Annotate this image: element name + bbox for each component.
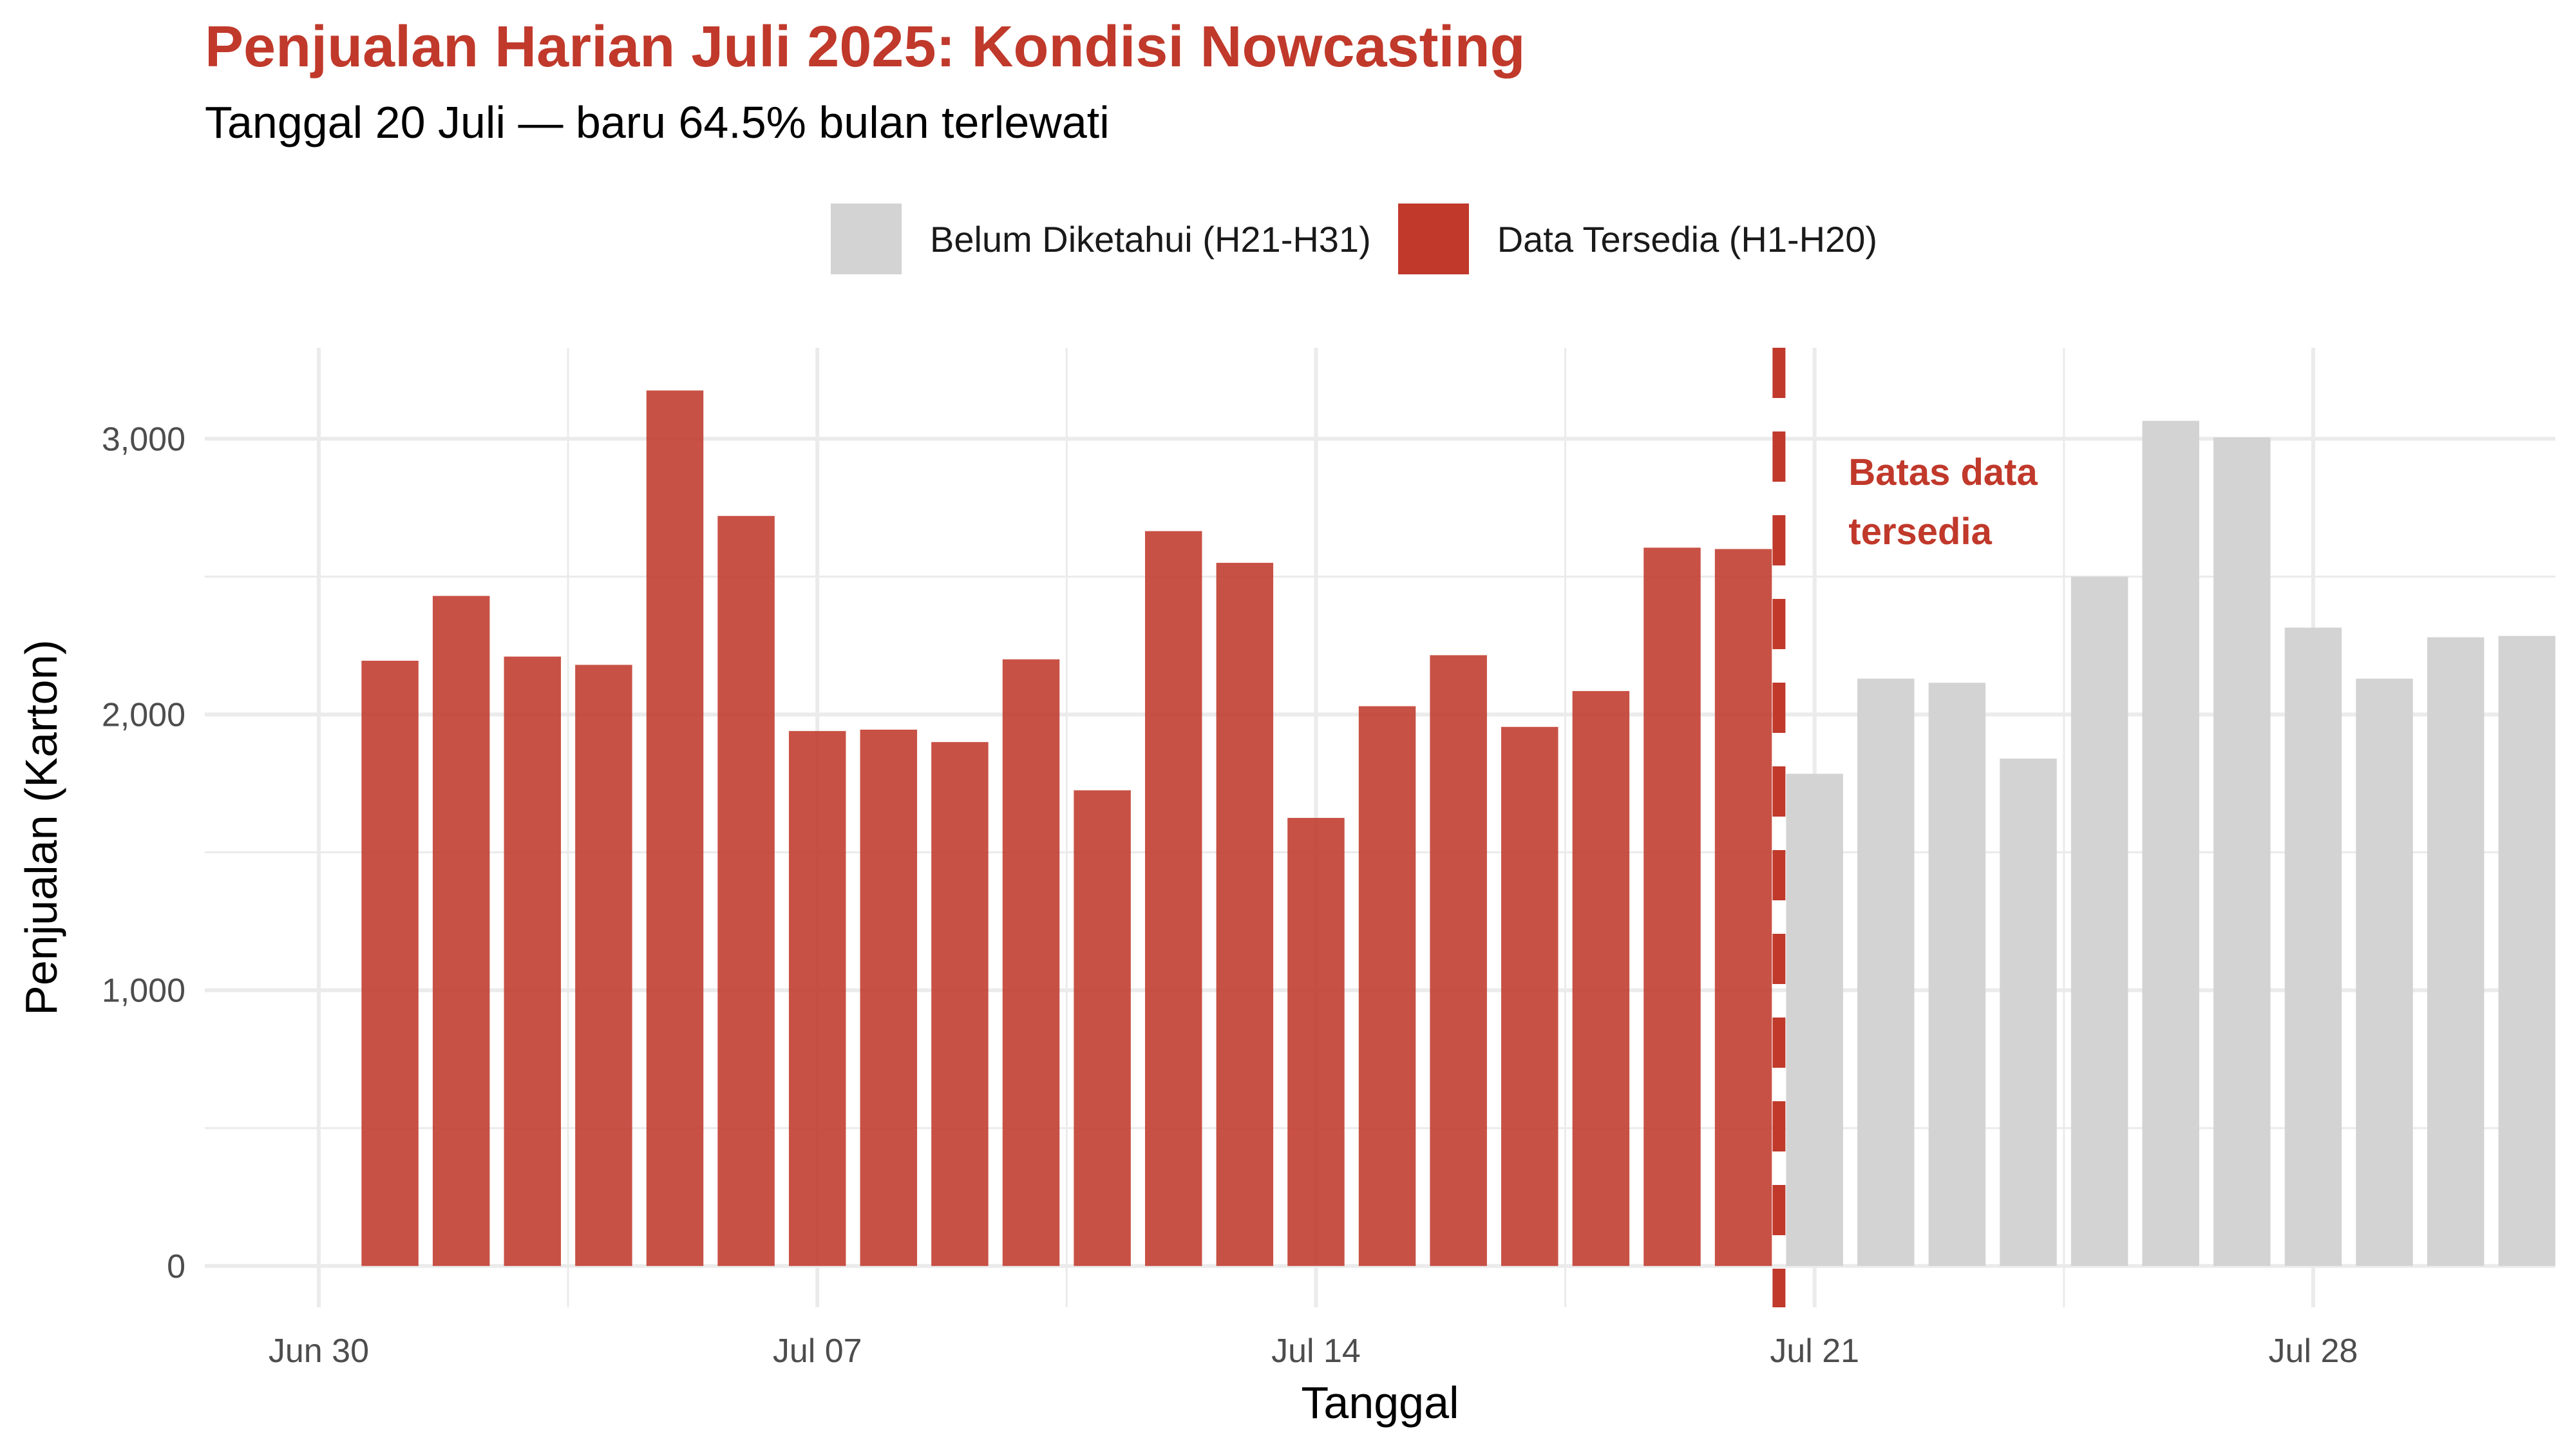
legend-label-unknown: Belum Diketahui (H21-H31) — [930, 218, 1371, 260]
x-axis-title: Tanggal — [1301, 1378, 1459, 1428]
y-tick-label: 1,000 — [102, 972, 185, 1010]
bar-available — [717, 516, 775, 1266]
bar-available — [860, 730, 918, 1266]
bar-available — [1002, 659, 1060, 1266]
x-tick-label: Jul 07 — [773, 1332, 862, 1370]
legend: Belum Diketahui (H21-H31) Data Tersedia … — [831, 204, 1904, 274]
bar-unknown — [1928, 683, 1986, 1266]
legend-item-available: Data Tersedia (H1-H20) — [1397, 204, 1878, 274]
x-tick-label: Jul 21 — [1770, 1332, 1859, 1370]
bar-available — [504, 656, 562, 1266]
bar-unknown — [2142, 421, 2199, 1266]
bar-available — [788, 731, 846, 1266]
chart-subtitle: Tanggal 20 Juli — baru 64.5% bulan terle… — [205, 97, 1110, 147]
bar-available — [1572, 691, 1630, 1266]
bar-available — [361, 660, 419, 1266]
bar-unknown — [2427, 637, 2485, 1266]
y-tick-label: 2,000 — [102, 696, 185, 734]
bar-available — [1501, 726, 1558, 1266]
bar-available — [1074, 790, 1131, 1266]
cutoff-annotation-line: tersedia — [1848, 511, 1992, 553]
bar-available — [1216, 562, 1274, 1266]
bar-unknown — [2070, 576, 2128, 1266]
bar-available — [432, 596, 490, 1266]
bar-unknown — [2213, 437, 2271, 1266]
y-axis-title: Penjualan (Karton) — [16, 639, 66, 1016]
bar-available — [575, 665, 632, 1266]
bar-unknown — [2000, 758, 2057, 1266]
x-tick-label: Jul 28 — [2269, 1332, 2358, 1370]
bar-unknown — [1786, 773, 1843, 1266]
bar-available — [1145, 531, 1202, 1266]
y-tick-label: 3,000 — [102, 421, 185, 458]
cutoff-annotation-line: Batas data — [1848, 451, 2038, 493]
legend-swatch-available — [1397, 204, 1469, 274]
x-tick-label: Jul 14 — [1271, 1332, 1361, 1370]
bar-available — [1287, 818, 1345, 1266]
x-tick-label: Jun 30 — [269, 1332, 369, 1370]
bar-available — [931, 742, 989, 1266]
bar-available — [1714, 549, 1772, 1266]
bar-unknown — [2284, 627, 2342, 1266]
bar-available — [646, 390, 704, 1266]
bar-available — [1643, 547, 1701, 1266]
bar-available — [1358, 706, 1416, 1266]
legend-label-available: Data Tersedia (H1-H20) — [1497, 218, 1878, 260]
legend-swatch-unknown — [831, 204, 902, 274]
y-tick-label: 0 — [167, 1248, 185, 1285]
bar-unknown — [2498, 636, 2555, 1266]
bar-unknown — [2356, 678, 2413, 1266]
bar-unknown — [1857, 678, 1915, 1266]
legend-item-unknown: Belum Diketahui (H21-H31) — [831, 204, 1371, 274]
bar-available — [1430, 655, 1487, 1266]
chart-title: Penjualan Harian Juli 2025: Kondisi Nowc… — [205, 15, 1526, 79]
